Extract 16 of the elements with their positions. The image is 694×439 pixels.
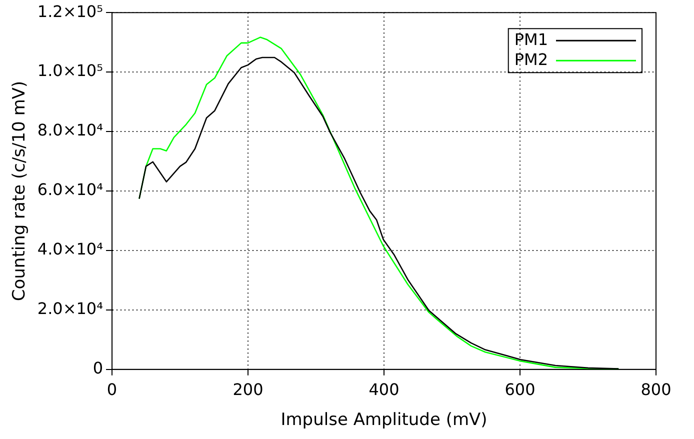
x-tick-label: 200: [232, 380, 264, 400]
x-axis-title: Impulse Amplitude (mV): [280, 410, 488, 430]
y-tick-label: 1.2×10⁵: [37, 2, 104, 21]
y-axis-title: Counting rate (c/s/10 mV): [10, 80, 30, 302]
y-tick-label: 1.0×10⁵: [37, 61, 104, 80]
x-tick-label: 400: [368, 380, 400, 400]
x-tick-label: 0: [106, 380, 118, 400]
legend-label: PM1: [514, 30, 548, 49]
y-tick-label: 2.0×10⁴: [37, 299, 104, 318]
legend-label: PM2: [514, 50, 548, 69]
x-tick-label: 600: [504, 380, 536, 400]
x-tick-label: 800: [640, 380, 672, 400]
y-tick-label: 8.0×10⁴: [37, 120, 104, 140]
y-tick-label: 4.0×10⁴: [37, 240, 104, 259]
y-tick-label: 0: [92, 358, 104, 378]
y-tick-label: 6.0×10⁴: [37, 180, 104, 200]
